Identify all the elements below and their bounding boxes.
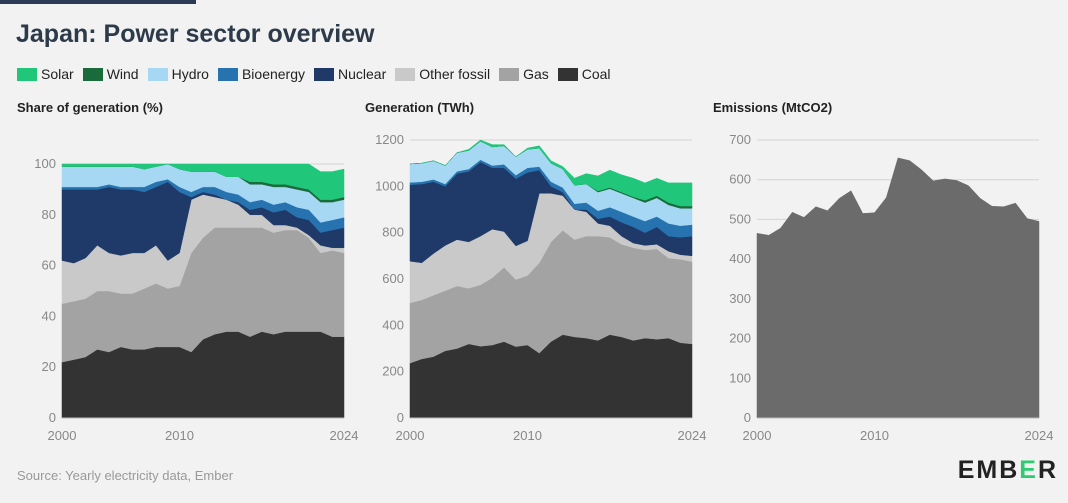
legend-item-other-fossil: Other fossil (395, 66, 490, 82)
legend-swatch (557, 67, 578, 81)
y-tick-label: 200 (729, 331, 751, 346)
y-tick-label: 600 (382, 271, 404, 286)
legend-item-bioenergy: Bioenergy (217, 66, 305, 82)
legend-swatch (395, 67, 416, 81)
y-tick-label: 500 (729, 211, 751, 226)
y-tick-label: 20 (42, 359, 56, 374)
legend-label: Wind (106, 66, 139, 82)
y-tick-label: 0 (397, 410, 404, 425)
y-tick-label: 300 (729, 291, 751, 306)
legend-item-hydro: Hydro (147, 66, 209, 82)
legend-swatch (147, 67, 168, 81)
legend-label: Solar (41, 66, 74, 82)
legend-swatch (314, 67, 334, 81)
y-tick-label: 1200 (375, 132, 404, 147)
legend-swatch (217, 67, 238, 81)
legend-item-solar: Solar (17, 66, 74, 82)
y-tick-label: 400 (729, 251, 751, 266)
x-tick-label: 2000 (48, 428, 77, 443)
y-tick-label: 0 (49, 410, 56, 425)
panel-title-generation: Generation (TWh) (365, 100, 475, 115)
legend-label: Hydro (171, 66, 209, 82)
x-tick-label: 2010 (513, 428, 542, 443)
y-tick-label: 40 (42, 308, 56, 323)
legend-item-wind: Wind (82, 66, 139, 82)
legend-item-coal: Coal (557, 66, 611, 82)
legend-label: Bioenergy (241, 66, 305, 82)
y-tick-label: 1000 (375, 178, 404, 193)
x-tick-label: 2024 (1025, 428, 1054, 443)
x-tick-label: 2010 (860, 428, 889, 443)
legend-label: Nuclear (338, 66, 387, 82)
y-tick-label: 800 (382, 225, 404, 240)
x-tick-label: 2000 (743, 428, 772, 443)
legend: Solar Wind Hydro Bioenergy Nuclear Other foss… (17, 66, 620, 82)
top-accent-bar (0, 0, 196, 4)
x-tick-label: 2024 (678, 428, 707, 443)
area-series-solar (61, 163, 345, 200)
legend-swatch (499, 67, 520, 81)
panel-title-share: Share of generation (%) (17, 100, 163, 115)
area-series-emissions (756, 157, 1040, 419)
y-tick-label: 700 (729, 132, 751, 147)
y-tick-label: 200 (382, 364, 404, 379)
y-tick-label: 100 (729, 370, 751, 385)
legend-label: Other fossil (419, 66, 491, 82)
legend-item-gas: Gas (499, 66, 549, 82)
x-tick-label: 2024 (330, 428, 359, 443)
y-tick-label: 400 (382, 317, 404, 332)
x-tick-label: 2000 (396, 428, 425, 443)
panel-title-emissions: Emissions (MtCO2) (713, 100, 833, 115)
source-note: Source: Yearly electricity data, Ember (17, 468, 234, 483)
page-title: Japan: Power sector overview (16, 20, 375, 48)
y-tick-label: 80 (42, 207, 56, 222)
x-tick-label: 2010 (165, 428, 194, 443)
y-tick-label: 600 (729, 172, 751, 187)
y-tick-label: 100 (34, 156, 56, 171)
legend-item-nuclear: Nuclear (314, 66, 386, 82)
legend-label: Coal (581, 66, 611, 82)
y-tick-label: 60 (42, 258, 56, 273)
legend-label: Gas (523, 66, 549, 82)
area-series-solar (409, 139, 693, 207)
legend-swatch (17, 67, 37, 81)
y-tick-label: 0 (744, 410, 751, 425)
ember-logo: EMBER (957, 456, 1058, 484)
legend-swatch (82, 67, 103, 81)
